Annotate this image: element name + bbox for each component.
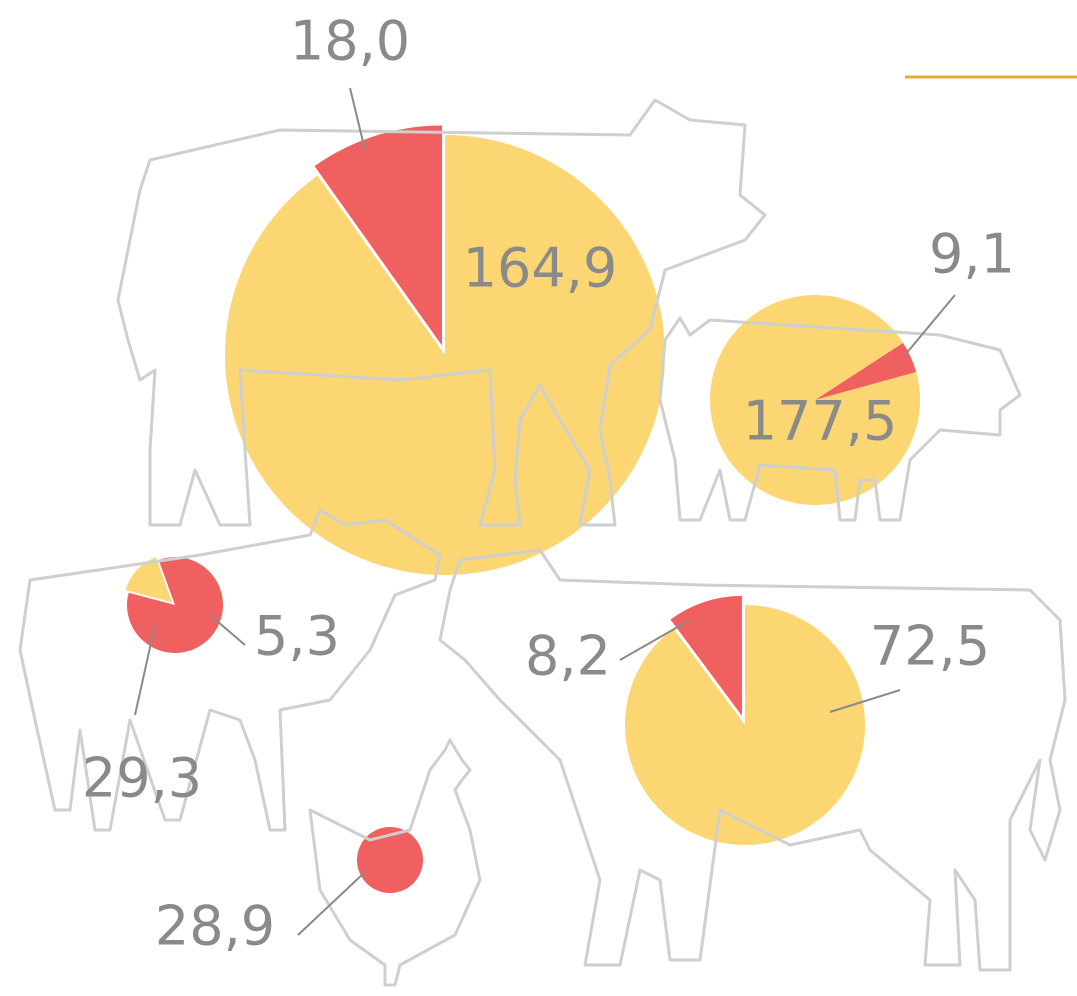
- value-label: 5,3: [254, 605, 340, 668]
- value-label: 9,1: [929, 223, 1015, 286]
- value-label: 29,3: [82, 747, 202, 810]
- value-label: 72,5: [870, 615, 990, 678]
- infographic: 18,0 164,9 9,1 177,5 29,3 5,3 8,2 72,5 28,9: [0, 0, 1077, 996]
- value-label: 164,9: [463, 237, 618, 300]
- pie-slice: [225, 135, 665, 575]
- value-label: 28,9: [155, 895, 275, 958]
- value-label: 8,2: [525, 625, 611, 688]
- leader-line: [350, 88, 365, 150]
- pie-slice: [625, 605, 865, 845]
- value-label: 18,0: [290, 10, 410, 73]
- leader-line: [905, 295, 955, 355]
- leader-line: [298, 872, 365, 935]
- value-label: 177,5: [743, 390, 898, 453]
